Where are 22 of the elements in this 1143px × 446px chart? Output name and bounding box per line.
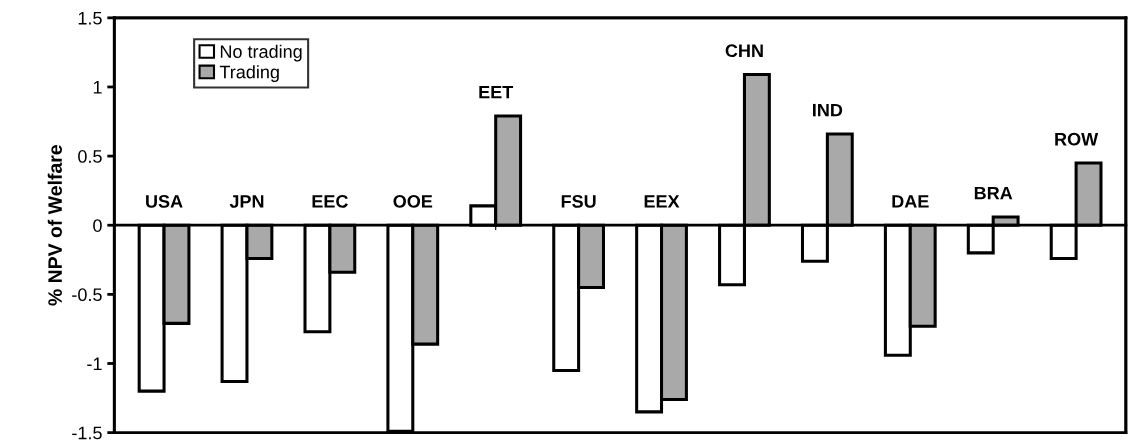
legend-label: No trading	[220, 44, 302, 62]
y-tick-label: -1.5	[72, 426, 102, 440]
y-tick-label: -1	[87, 357, 102, 371]
x-tick-label: CHN	[725, 44, 763, 58]
x-tick-label: FSU	[561, 194, 596, 208]
x-tick-label: DAE	[892, 195, 929, 208]
y-tick-label: 0	[93, 219, 102, 232]
x-tick-label: USA	[146, 194, 183, 208]
x-tick-label: ROW	[1055, 132, 1099, 146]
x-tick-label: OOE	[393, 194, 433, 208]
x-tick-label: JPN	[229, 195, 264, 208]
x-tick-label: IND	[813, 103, 843, 117]
y-tick-label: 0.5	[78, 150, 102, 163]
legend-label: Trading	[219, 65, 279, 82]
x-tick-label: EEC	[312, 194, 348, 208]
x-tick-label: BRA	[974, 186, 1013, 200]
y-tick-label: -0.5	[72, 288, 102, 302]
x-tick-label: EET	[479, 85, 514, 99]
y-tick-label: 1	[93, 81, 102, 94]
x-tick-label: EEX	[644, 195, 680, 208]
y-tick-label: 1.5	[78, 11, 102, 25]
y-axis-title: % NPV of Welfare	[47, 145, 62, 306]
